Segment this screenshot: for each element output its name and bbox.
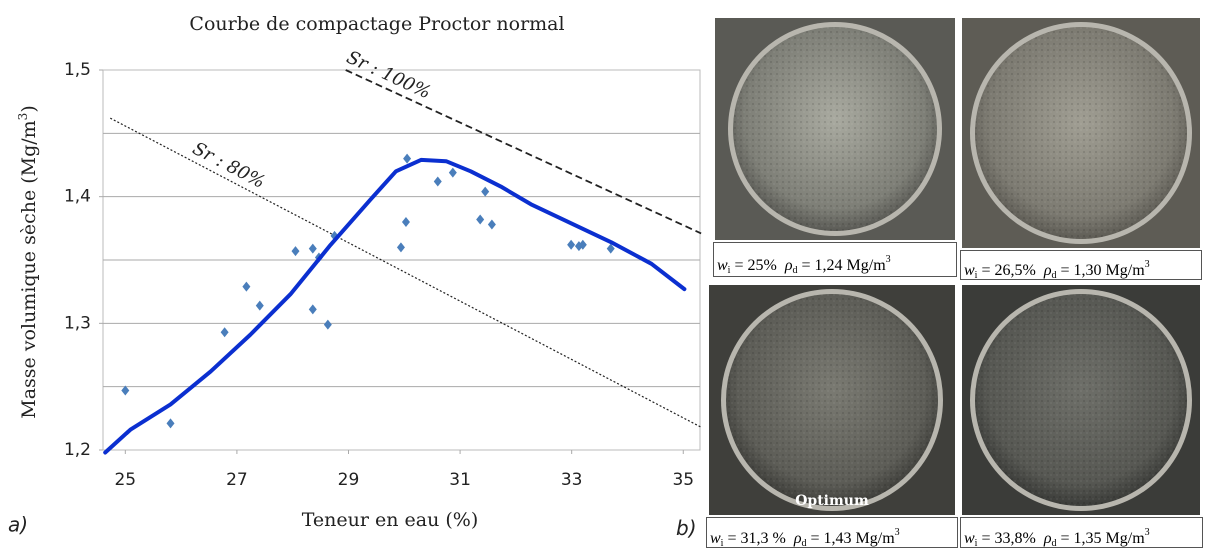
density-subscript: d	[792, 265, 798, 276]
data-point	[242, 281, 251, 292]
soil-texture	[726, 294, 938, 506]
y-axis-label-text: Masse volumique sèche (Mg/m	[18, 120, 40, 418]
photo: Optimum	[709, 285, 955, 515]
photo-overlay: Optimum	[795, 493, 869, 509]
data-point	[220, 327, 229, 338]
density-value: = 1,35 Mg/m	[1056, 530, 1145, 547]
density-symbol: ρ	[784, 257, 793, 274]
density-subscript: d	[1051, 538, 1057, 548]
photo-caption: wi = 26,5% ρd = 1,30 Mg/m3	[960, 250, 1202, 281]
panel-label: a)	[8, 513, 28, 537]
photo	[715, 18, 955, 240]
reference-label: Sr : 80%	[189, 138, 268, 193]
water-value: = 33,8%	[977, 530, 1036, 547]
data-point	[166, 418, 175, 429]
soil-texture	[975, 294, 1187, 506]
x-tick-label: 33	[561, 470, 583, 490]
y-tick-label: 1,4	[64, 187, 91, 207]
density-symbol: ρ	[1043, 262, 1052, 279]
water-subscript: i	[720, 538, 724, 548]
x-tick-label: 31	[449, 470, 471, 490]
density-value: = 1,30 Mg/m	[1056, 262, 1145, 279]
data-point	[476, 214, 485, 225]
data-point	[121, 385, 130, 396]
water-symbol: w	[964, 262, 975, 279]
data-point	[308, 304, 317, 315]
data-point	[448, 167, 457, 178]
water-value: = 25%	[730, 257, 777, 274]
y-tick-label: 1,2	[64, 440, 91, 460]
data-point	[487, 219, 496, 230]
data-point	[567, 239, 576, 250]
water-subscript: i	[974, 270, 978, 281]
x-tick-label: 27	[226, 470, 248, 490]
y-axis-label-sup: 3	[16, 113, 30, 121]
water-value: = 31,3 %	[723, 530, 786, 547]
water-symbol: w	[964, 530, 975, 547]
data-point	[323, 319, 332, 330]
unit-superscript: 3	[894, 527, 900, 538]
unit-superscript: 3	[1144, 527, 1150, 538]
water-value: = 26,5%	[977, 262, 1036, 279]
data-point	[578, 239, 587, 250]
data-point	[481, 186, 490, 197]
unit-superscript: 3	[885, 254, 891, 265]
reference-line	[345, 69, 702, 235]
data-point	[433, 176, 442, 187]
density-subscript: d	[801, 538, 807, 548]
x-tick-label: 25	[114, 470, 136, 490]
data-point	[401, 217, 410, 227]
density-subscript: d	[1051, 270, 1057, 281]
panel-label: b)	[676, 516, 697, 540]
water-symbol: w	[710, 530, 721, 547]
unit-superscript: 3	[1144, 259, 1150, 270]
photo-caption: wi = 33,8% ρd = 1,35 Mg/m3	[960, 517, 1203, 548]
y-tick-label: 1,5	[64, 60, 91, 80]
data-point	[396, 242, 405, 253]
photo-caption: wi = 25% ρd = 1,24 Mg/m3	[713, 242, 957, 277]
density-symbol: ρ	[793, 530, 802, 547]
data-point	[291, 246, 300, 257]
density-value: = 1,24 Mg/m	[797, 257, 886, 274]
data-point	[308, 243, 317, 254]
water-subscript: i	[727, 265, 731, 276]
x-tick-label: 29	[338, 470, 360, 490]
soil-texture	[733, 27, 937, 231]
photo	[962, 18, 1200, 248]
x-tick-label: 35	[672, 470, 694, 490]
fit-curve	[103, 157, 687, 455]
soil-texture	[975, 27, 1187, 239]
photo	[962, 285, 1200, 515]
y-axis-label: Masse volumique sèche (Mg/m3)	[16, 105, 41, 419]
y-tick-label: 1,3	[64, 313, 91, 333]
water-subscript: i	[974, 538, 978, 548]
density-symbol: ρ	[1043, 530, 1052, 547]
data-point	[606, 243, 615, 254]
water-symbol: w	[717, 257, 728, 274]
reference-line	[109, 117, 702, 428]
chart-title: Courbe de compactage Proctor normal	[189, 13, 564, 35]
y-axis-label-close: )	[18, 105, 40, 112]
photo-caption: wi = 31,3 % ρd = 1,43 Mg/m3	[706, 517, 958, 548]
chart: Courbe de compactage Proctor normal Tene…	[8, 13, 702, 537]
data-point	[255, 300, 264, 311]
data-point	[403, 153, 412, 164]
x-axis-label: Teneur en eau (%)	[302, 509, 479, 531]
density-value: = 1,43 Mg/m	[806, 530, 895, 547]
